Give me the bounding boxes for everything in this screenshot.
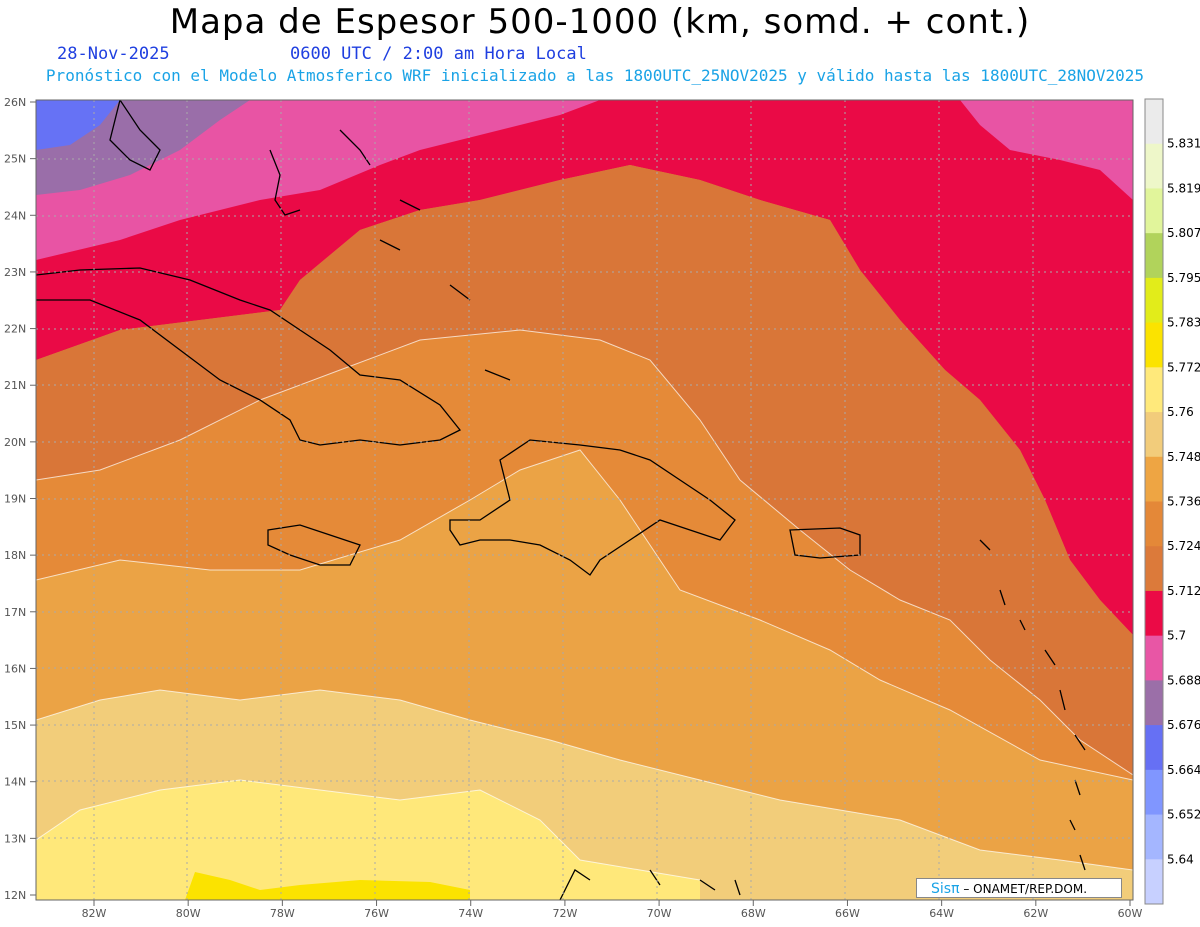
- lon-labels: 82W 80W 78W 76W 74W 72W 70W 68W 66W 64W 62W 60W: [82, 900, 1143, 920]
- lat-label-26n: 26N: [4, 96, 26, 109]
- colorbar-label: 5.652: [1167, 808, 1200, 822]
- florida-coast: [109, 100, 161, 171]
- lesser-antilles-coast: [979, 539, 1086, 871]
- contour-5676: [36, 100, 120, 150]
- colorbar-swatch: [1145, 367, 1163, 413]
- colorbar-label: 5.795: [1167, 271, 1200, 285]
- lon-label-80w: 80W: [176, 907, 201, 920]
- contour-5783: [185, 872, 470, 900]
- coastlines: [36, 100, 1086, 900]
- colorbar-frame: [1144, 98, 1164, 905]
- colorbar-label: 5.7: [1167, 629, 1186, 643]
- lat-label-16n: 16N: [4, 662, 26, 675]
- colorbar-label: 5.64: [1167, 852, 1194, 866]
- cuba-coast: [36, 267, 462, 446]
- colorbar-swatch: [1145, 635, 1163, 681]
- credit-text: – ONAMET/REP.DOM.: [963, 882, 1088, 896]
- colorbar-swatch: [1145, 233, 1163, 279]
- colorbar-swatch: [1145, 412, 1163, 458]
- colorbar-label: 5.724: [1167, 539, 1200, 553]
- lat-label-13n: 13N: [4, 832, 26, 845]
- colorbar-swatch: [1145, 546, 1163, 592]
- colorbar-swatch: [1145, 99, 1163, 145]
- lon-label-74w: 74W: [458, 907, 483, 920]
- colorbar-swatch: [1145, 456, 1163, 502]
- lat-label-19n: 19N: [4, 493, 26, 506]
- colorbar-label: 5.736: [1167, 495, 1200, 509]
- colorbar-swatch: [1145, 725, 1163, 771]
- lon-label-78w: 78W: [270, 907, 295, 920]
- contour-5772: [36, 780, 700, 900]
- colorbar-label: 5.664: [1167, 763, 1200, 777]
- lat-label-20n: 20N: [4, 436, 26, 449]
- grid: [36, 100, 1133, 900]
- colorbar-swatch: [1145, 769, 1163, 816]
- colorbar-swatch: [1145, 322, 1163, 368]
- lat-label-18n: 18N: [4, 549, 26, 562]
- colorbar-label: 5.748: [1167, 450, 1200, 464]
- lon-label-60w: 60W: [1118, 907, 1143, 920]
- lat-label-21n: 21N: [4, 379, 26, 392]
- colorbar-swatch: [1145, 814, 1163, 860]
- colorbar-label: 5.783: [1167, 316, 1200, 330]
- colorbar-label: 5.676: [1167, 718, 1200, 732]
- hispaniola-coast: [449, 439, 736, 576]
- lat-labels: 26N 25N 24N 23N 22N 21N 20N 19N 18N 17N 16N 15N 14N 1…: [4, 96, 36, 902]
- colorbar-swatch: [1145, 680, 1163, 726]
- lat-label-17n: 17N: [4, 606, 26, 619]
- colorbar-swatch: [1145, 859, 1163, 905]
- lon-label-64w: 64W: [929, 907, 954, 920]
- colorbar-swatch: [1145, 277, 1163, 324]
- colorbar-label: 5.819: [1167, 181, 1200, 195]
- credit-box: Sisπ – ONAMET/REP.DOM.: [916, 878, 1122, 898]
- jamaica-coast: [267, 524, 361, 566]
- lon-label-82w: 82W: [82, 907, 107, 920]
- thickness-fill: [36, 100, 1133, 900]
- colorbar-label: 5.772: [1167, 360, 1200, 374]
- colorbar: 5.831 5.819 5.807 5.795 5.783 5.772 5.76 5.748 5…: [1144, 98, 1200, 905]
- lat-label-25n: 25N: [4, 153, 26, 166]
- contour-5712: [36, 100, 1133, 635]
- colorbar-label: 5.76: [1167, 405, 1194, 419]
- lon-label-72w: 72W: [552, 907, 577, 920]
- lat-label-24n: 24N: [4, 209, 26, 222]
- lon-label-68w: 68W: [741, 907, 766, 920]
- south-america-coast: [559, 869, 741, 900]
- map-title: Mapa de Espesor 500-1000 (km, somd. + co…: [169, 2, 1031, 42]
- lon-label-66w: 66W: [835, 907, 860, 920]
- colorbar-label: 5.688: [1167, 673, 1200, 687]
- colorbar-label: 5.831: [1167, 137, 1200, 151]
- colorbar-swatch: [1145, 188, 1163, 234]
- lon-label-70w: 70W: [647, 907, 672, 920]
- sispi-logo: Sisπ: [931, 881, 960, 897]
- lat-label-14n: 14N: [4, 776, 26, 789]
- contour-5700: [36, 100, 1133, 260]
- forecast-subtitle: Pronóstico con el Modelo Atmosferico WRF…: [45, 66, 1145, 85]
- forecast-date: 28-Nov-2025: [57, 44, 170, 64]
- lon-label-62w: 62W: [1023, 907, 1048, 920]
- lon-label-76w: 76W: [364, 907, 389, 920]
- forecast-time: 0600 UTC / 2:00 am Hora Local: [290, 44, 587, 64]
- lat-label-23n: 23N: [4, 266, 26, 279]
- bahamas-coast: [269, 129, 511, 381]
- contour-5724: [36, 165, 1133, 775]
- colorbar-label: 5.807: [1167, 226, 1200, 240]
- colorbar-swatch: [1145, 501, 1163, 547]
- lat-label-15n: 15N: [4, 719, 26, 732]
- lat-label-22n: 22N: [4, 323, 26, 336]
- colorbar-swatch: [1145, 143, 1163, 189]
- colorbar-swatch: [1145, 590, 1163, 637]
- lat-label-12n: 12N: [4, 889, 26, 902]
- colorbar-label: 5.712: [1167, 584, 1200, 598]
